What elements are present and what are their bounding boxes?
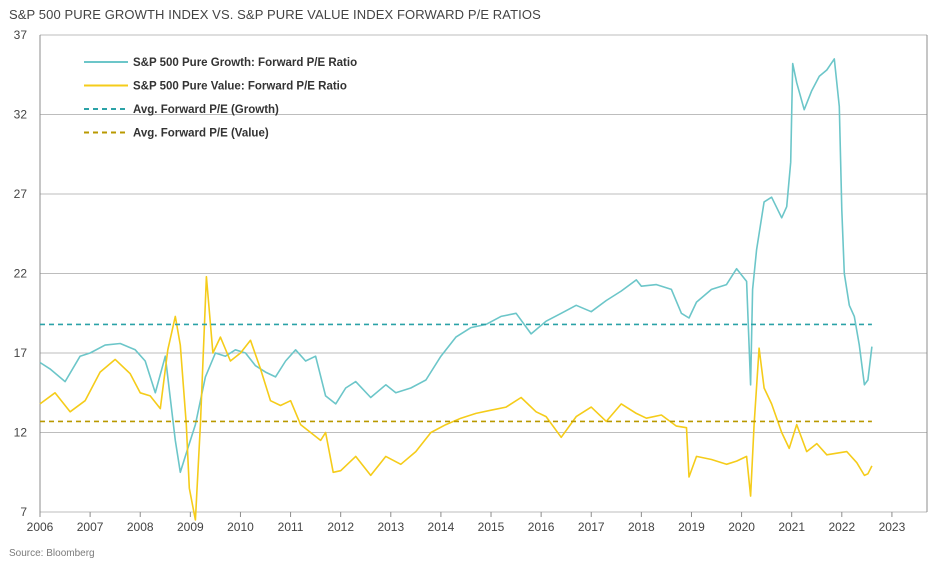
legend-label: Avg. Forward P/E (Growth) [133, 104, 279, 116]
y-tick-label: 7 [20, 505, 27, 519]
y-tick-label: 32 [14, 108, 28, 122]
x-tick-label: 2007 [77, 520, 104, 534]
x-tick-label: 2022 [828, 520, 855, 534]
series-growth-line [39, 58, 873, 474]
x-tick-label: 2017 [578, 520, 605, 534]
y-tick-label: 22 [14, 267, 28, 281]
x-tick-label: 2023 [879, 520, 906, 534]
x-tick-label: 2015 [478, 520, 505, 534]
grid-lines [40, 34, 927, 513]
y-tick-label: 12 [14, 426, 28, 440]
x-tick-label: 2006 [27, 520, 54, 534]
x-tick-label: 2011 [278, 520, 304, 534]
y-tick-label: 37 [14, 28, 28, 42]
series-value-line [39, 275, 873, 521]
legend-label: S&P 500 Pure Value: Forward P/E Ratio [133, 81, 347, 93]
x-tick-label: 2009 [177, 520, 204, 534]
x-tick-label: 2014 [428, 520, 455, 534]
x-tick-label: 2016 [528, 520, 555, 534]
legend-label: S&P 500 Pure Growth: Forward P/E Ratio [133, 57, 357, 69]
axes: 7 12 17 22 27 32 37 2006 2007 2008 2009 2010 2011 201… [14, 28, 928, 534]
x-tick-label: 2013 [377, 520, 404, 534]
y-tick-label: 17 [14, 346, 28, 360]
x-tick-label: 2020 [728, 520, 755, 534]
source-note: Source: Bloomberg [9, 548, 95, 559]
x-tick-label: 2010 [227, 520, 254, 534]
x-tick-label: 2019 [678, 520, 705, 534]
x-tick-label: 2021 [778, 520, 805, 534]
x-tick-label: 2018 [628, 520, 655, 534]
legend-label: Avg. Forward P/E (Value) [133, 128, 269, 140]
y-tick-label: 27 [14, 187, 28, 201]
x-tick-label: 2008 [127, 520, 154, 534]
chart-title: S&P 500 PURE GROWTH INDEX VS. S&P PURE V… [9, 7, 541, 22]
x-tick-label: 2012 [327, 520, 354, 534]
series-lines [39, 58, 873, 521]
legend: S&P 500 Pure Growth: Forward P/E Ratio S&… [84, 57, 357, 140]
